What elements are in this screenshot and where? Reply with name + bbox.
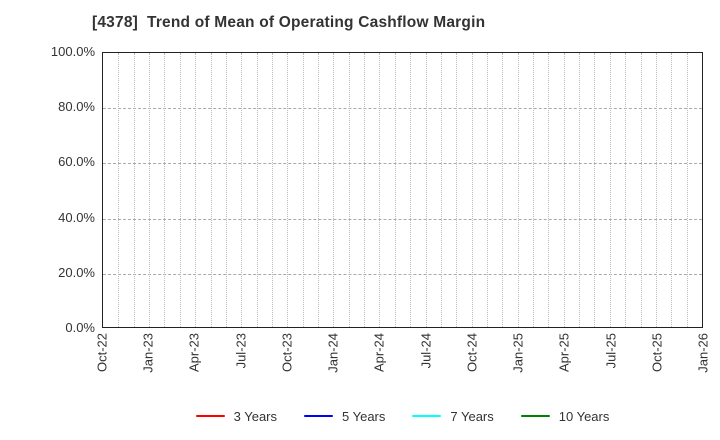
legend-item-label: 5 Years	[342, 408, 386, 424]
gridline-vertical	[686, 53, 688, 327]
plot-area	[102, 52, 703, 328]
legend-item: 10 Years	[520, 408, 610, 424]
legend-item: 5 Years	[304, 409, 385, 424]
gridline-vertical	[133, 53, 135, 327]
gridline-vertical	[456, 53, 458, 327]
gridline-vertical	[379, 53, 381, 327]
gridline-vertical	[195, 53, 197, 327]
gridline-horizontal	[103, 218, 702, 220]
gridline-vertical	[533, 53, 535, 327]
y-tick-label: 0.0%	[65, 320, 95, 335]
legend: 3 Years 5 Years 7 Years 10 Years	[102, 403, 703, 429]
gridline-vertical	[548, 53, 550, 327]
legend-item: 3 Years	[195, 408, 277, 424]
x-tick-label: Apr-25	[556, 333, 572, 373]
legend-item: 7 Years	[412, 408, 494, 424]
gridline-vertical	[671, 53, 673, 327]
gridline-vertical	[655, 53, 657, 327]
x-tick-label: Jul-25	[603, 333, 619, 369]
legend-item-label: 10 Years	[558, 408, 610, 424]
gridline-vertical	[594, 53, 596, 327]
x-tick-label: Apr-23	[186, 333, 202, 373]
legend-line-swatch	[412, 414, 442, 418]
x-tick-label: Jul-24	[418, 333, 434, 369]
x-tick-label: Oct-22	[94, 333, 110, 373]
chart-title: [4378] Trend of Mean of Operating Cashfl…	[92, 14, 486, 31]
gridline-vertical	[225, 53, 227, 327]
x-tick-label: Jan-24	[325, 333, 341, 373]
gridline-vertical	[394, 53, 396, 327]
gridline-vertical	[149, 53, 151, 327]
y-tick-label: 20.0%	[58, 264, 95, 280]
x-tick-label: Jul-23	[233, 333, 249, 369]
gridline-vertical	[502, 53, 504, 327]
gridline-horizontal	[103, 163, 702, 165]
gridline-vertical	[318, 53, 320, 327]
x-tick-label: Apr-24	[371, 333, 387, 373]
legend-line-swatch	[195, 414, 225, 418]
gridline-vertical	[302, 53, 304, 327]
x-tick-label: Jan-25	[510, 333, 526, 373]
legend-item-label: 3 Years	[233, 408, 277, 424]
gridline-vertical	[348, 53, 350, 327]
gridline-vertical	[271, 53, 273, 327]
gridline-vertical	[118, 53, 120, 327]
y-tick-label: 60.0%	[58, 154, 95, 170]
gridline-vertical	[625, 53, 627, 327]
x-tick-label: Jan-26	[695, 333, 711, 373]
gridline-vertical	[364, 53, 366, 327]
x-tick-label: Oct-25	[649, 333, 665, 373]
gridline-vertical	[425, 53, 427, 327]
gridline-vertical	[179, 53, 181, 327]
gridline-vertical	[210, 53, 212, 327]
gridline-vertical	[287, 53, 289, 327]
y-tick-label: 100.0%	[50, 44, 95, 59]
gridline-vertical	[333, 53, 335, 327]
gridline-vertical	[517, 53, 519, 327]
gridline-horizontal	[103, 273, 702, 275]
gridline-horizontal	[103, 108, 702, 110]
x-tick-label: Jan-23	[140, 333, 156, 373]
gridline-vertical	[640, 53, 642, 327]
gridline-vertical	[486, 53, 488, 327]
gridline-vertical	[410, 53, 412, 327]
x-tick-label: Oct-23	[279, 333, 295, 373]
gridline-vertical	[609, 53, 611, 327]
legend-item-label: 7 Years	[450, 408, 494, 424]
gridline-vertical	[241, 53, 243, 327]
gridline-vertical	[579, 53, 581, 327]
y-tick-label: 40.0%	[58, 209, 95, 225]
legend-line-swatch	[304, 414, 333, 418]
gridline-vertical	[440, 53, 442, 327]
y-tick-label: 80.0%	[58, 99, 95, 115]
gridline-vertical	[471, 53, 473, 327]
gridline-vertical	[164, 53, 166, 327]
legend-line-swatch	[520, 414, 550, 418]
gridline-vertical	[563, 53, 565, 327]
gridline-vertical	[256, 53, 258, 327]
x-tick-label: Oct-24	[464, 333, 480, 373]
